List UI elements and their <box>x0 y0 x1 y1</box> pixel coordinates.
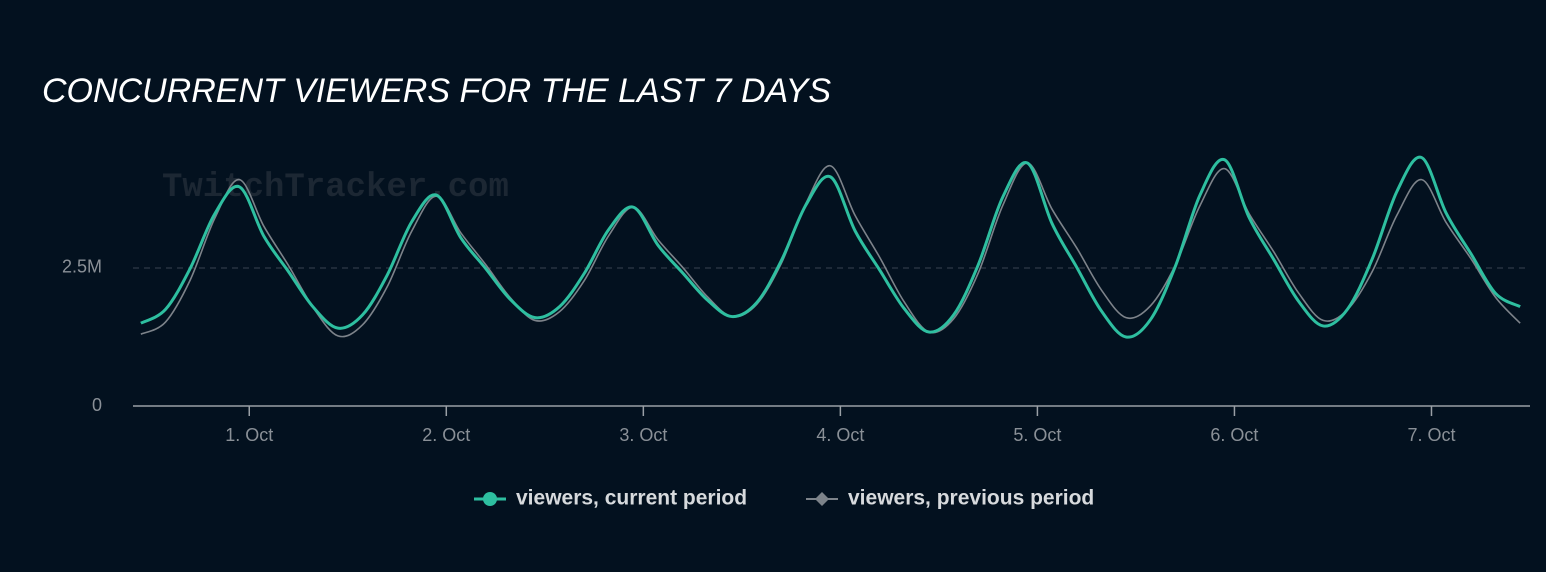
x-tick-label: 2. Oct <box>422 425 470 445</box>
watermark: TwitchTracker.com <box>162 169 509 207</box>
legend-label: viewers, previous period <box>848 487 1094 510</box>
legend-item: viewers, current period <box>474 487 747 510</box>
legend-marker <box>815 492 829 506</box>
x-tick-label: 7. Oct <box>1407 425 1455 445</box>
legend-item: viewers, previous period <box>806 487 1094 510</box>
x-tick-label: 4. Oct <box>816 425 864 445</box>
y-tick-label: 0 <box>92 395 102 415</box>
legend-marker <box>483 492 497 506</box>
x-tick-label: 3. Oct <box>619 425 667 445</box>
x-tick-label: 6. Oct <box>1210 425 1258 445</box>
x-tick-label: 5. Oct <box>1013 425 1061 445</box>
series-line <box>140 155 1521 339</box>
legend-label: viewers, current period <box>516 487 747 510</box>
x-tick-label: 1. Oct <box>225 425 273 445</box>
series-line <box>140 162 1521 338</box>
chart-title: CONCURRENT VIEWERS FOR THE LAST 7 DAYS <box>42 72 831 110</box>
y-tick-label: 2.5M <box>62 257 102 277</box>
